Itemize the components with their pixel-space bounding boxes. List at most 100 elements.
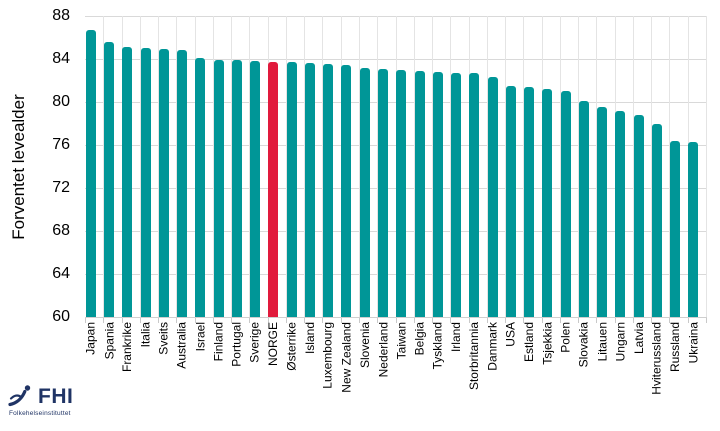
x-tick-mark <box>487 318 488 323</box>
x-tick-mark <box>103 318 104 323</box>
y-tick-label: 76 <box>52 136 70 153</box>
x-tick-mark <box>176 318 177 323</box>
bar-sveits <box>158 49 169 317</box>
x-label-text: Russland <box>668 322 683 373</box>
x-label-text: Latvia <box>631 322 646 355</box>
bar-irland <box>451 73 461 317</box>
x-tick-mark <box>341 318 342 323</box>
x-label-text: Irland <box>449 322 463 353</box>
x-tick-mark <box>359 318 360 323</box>
bar-australia <box>177 50 187 317</box>
x-label-text: Luxembourg <box>321 322 336 389</box>
x-tick-mark <box>231 318 232 323</box>
v-gridline <box>304 16 305 317</box>
x-label-text: Spania <box>102 322 116 360</box>
x-tick-mark <box>615 318 616 323</box>
x-label-text: Hviterussland <box>649 322 664 395</box>
bar-ungarn <box>615 110 626 317</box>
v-gridline <box>286 16 287 317</box>
bar-nederland <box>377 68 388 317</box>
bar-danmark <box>487 77 498 317</box>
x-tick-mark <box>122 318 123 323</box>
v-gridline <box>359 16 360 317</box>
v-gridline <box>231 16 232 317</box>
x-tick-mark <box>213 318 214 323</box>
x-tick-mark <box>542 318 543 323</box>
x-tick-mark <box>322 318 323 323</box>
x-tick-mark <box>706 318 707 323</box>
h-gridline <box>85 145 706 146</box>
h-gridline <box>85 102 706 103</box>
x-tick-mark <box>523 318 524 323</box>
x-label-text: Ungarn <box>613 322 628 362</box>
bar-tsjekkia <box>542 89 553 317</box>
x-label-text: Slovakia <box>576 322 591 368</box>
x-tick-mark <box>85 318 86 323</box>
bar-slovenia <box>359 67 370 317</box>
x-tick-mark <box>505 318 506 323</box>
h-gridline <box>85 188 706 189</box>
v-gridline <box>377 16 378 317</box>
y-tick-label: 64 <box>52 265 70 282</box>
v-gridline <box>450 16 451 317</box>
x-tick-mark <box>304 318 305 323</box>
x-label-text: Taiwan <box>394 322 409 360</box>
x-label-text: Island <box>302 322 317 355</box>
bar-luxembourg <box>323 64 334 317</box>
x-label-text: USA <box>503 322 518 347</box>
h-gridline <box>85 59 706 60</box>
x-tick-mark <box>469 318 470 323</box>
bar-japan <box>85 30 96 317</box>
x-tick-mark <box>651 318 652 323</box>
x-tick-mark <box>268 318 269 323</box>
y-tick-label: 60 <box>52 308 70 325</box>
x-tick-mark <box>596 318 597 323</box>
v-gridline <box>560 16 561 317</box>
bar-finland <box>213 60 224 317</box>
v-gridline <box>523 16 524 317</box>
bar-taiwan <box>396 69 407 318</box>
bar-hviterussland <box>651 123 662 317</box>
bar-litauen <box>597 107 608 317</box>
bar-frankrike <box>122 47 133 317</box>
x-label-text: Belgia <box>412 322 427 356</box>
v-gridline <box>103 16 104 317</box>
bar-østerrike <box>286 62 297 317</box>
bar-island <box>304 63 315 317</box>
x-tick-mark <box>158 318 159 323</box>
x-tick-mark <box>396 318 397 323</box>
x-tick-mark <box>377 318 378 323</box>
v-gridline <box>596 16 597 317</box>
x-label-text: Nederland <box>375 322 390 378</box>
x-label-text: Sverige <box>248 322 263 363</box>
bar-storbritannia <box>469 73 480 317</box>
bar-israel <box>195 57 206 317</box>
y-tick-label: 72 <box>52 179 70 196</box>
y-tick-label: 80 <box>52 93 70 110</box>
h-gridline <box>85 16 706 17</box>
y-tick-label: 88 <box>52 7 70 24</box>
bar-portugal <box>231 60 242 317</box>
bar-slovakia <box>578 100 589 317</box>
bar-norge <box>268 62 279 317</box>
v-gridline <box>432 16 433 317</box>
x-label-text: Danmark <box>485 322 500 371</box>
x-tick-mark <box>688 318 689 323</box>
x-tick-mark <box>633 318 634 323</box>
x-label-text: Slovenia <box>357 322 372 369</box>
y-tick-label: 68 <box>52 222 70 239</box>
x-tick-mark <box>414 318 415 323</box>
v-gridline <box>578 16 579 317</box>
x-tick-mark <box>578 318 579 323</box>
fhi-logo-text: FHI <box>38 385 74 408</box>
fhi-figure-icon <box>8 385 31 407</box>
x-label-text: Australia <box>175 322 189 369</box>
y-tick-label: 84 <box>52 50 70 67</box>
x-label-text: Ukraina <box>686 322 701 364</box>
bar-ukraina <box>688 141 699 317</box>
x-label-text: Finland <box>211 322 226 362</box>
x-label-text: Japan <box>83 322 98 355</box>
v-gridline <box>706 16 707 317</box>
h-gridline <box>85 274 706 275</box>
bar-tyskland <box>432 71 443 317</box>
